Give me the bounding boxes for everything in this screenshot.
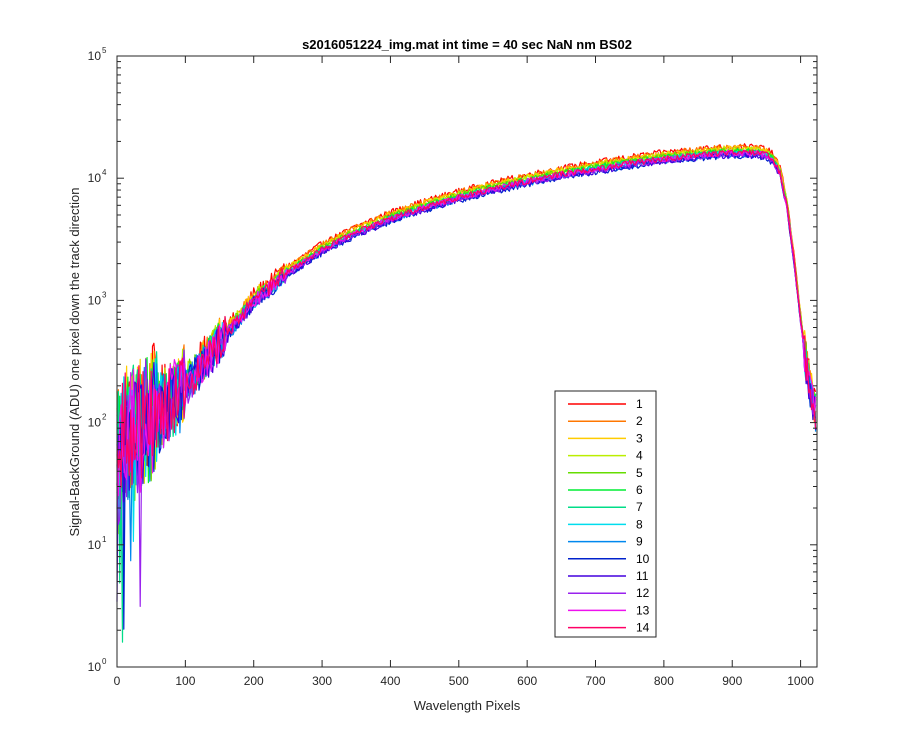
legend-label-14: 14 <box>636 621 650 635</box>
x-tick-label: 100 <box>175 674 195 688</box>
x-tick-label: 700 <box>586 674 606 688</box>
plot-area: 0 100 200 300 400 500 600 700 800 900 1000 10 010 11… <box>88 46 818 688</box>
x-tick-label: 0 <box>114 674 121 688</box>
legend-label-11: 11 <box>636 569 649 583</box>
x-tick-label: 600 <box>517 674 537 688</box>
x-tick-label: 500 <box>449 674 469 688</box>
axes-box <box>116 55 818 668</box>
legend-label-9: 9 <box>636 535 643 549</box>
y-tick-label-exponent: 1 <box>102 535 107 544</box>
legend-label-8: 8 <box>636 517 643 531</box>
y-tick-label: 10 <box>88 49 102 63</box>
y-tick-label: 10 <box>88 171 102 185</box>
y-tick-label-exponent: 0 <box>102 657 107 666</box>
chart-title: s2016051224_img.mat int time = 40 sec Na… <box>302 37 632 52</box>
legend-box <box>554 390 657 638</box>
series-line-14 <box>116 149 817 488</box>
legend-label-10: 10 <box>636 552 650 566</box>
legend-label-7: 7 <box>636 500 643 514</box>
legend-label-4: 4 <box>636 449 643 463</box>
legend-label-2: 2 <box>636 414 643 428</box>
x-tick-label: 1000 <box>787 674 814 688</box>
y-tick-label: 10 <box>88 293 102 307</box>
x-axis-label: Wavelength Pixels <box>414 698 521 713</box>
legend-label-13: 13 <box>636 603 650 617</box>
y-tick-label: 10 <box>88 538 102 552</box>
y-tick-label: 10 <box>88 416 102 430</box>
legend-label-12: 12 <box>636 586 650 600</box>
x-tick-label: 400 <box>380 674 400 688</box>
legend-label-6: 6 <box>636 483 643 497</box>
y-tick-label: 10 <box>88 660 102 674</box>
x-tick-label: 800 <box>654 674 674 688</box>
series-layer <box>116 143 817 643</box>
x-tick-label: 300 <box>312 674 332 688</box>
y-tick-label-exponent: 3 <box>102 290 107 299</box>
y-axis-label: Signal-BackGround (ADU) one pixel down t… <box>67 187 82 536</box>
y-tick-label-exponent: 4 <box>102 168 107 177</box>
y-tick-label-exponent: 2 <box>102 413 107 422</box>
x-axis-ticks: 0 100 200 300 400 500 600 700 800 900 1000 <box>114 56 814 688</box>
y-tick-label-exponent: 5 <box>102 46 107 55</box>
legend-label-5: 5 <box>636 466 643 480</box>
x-tick-label: 200 <box>244 674 264 688</box>
legend-label-1: 1 <box>636 397 643 411</box>
x-tick-label: 900 <box>722 674 742 688</box>
legend-label-3: 3 <box>636 431 643 445</box>
